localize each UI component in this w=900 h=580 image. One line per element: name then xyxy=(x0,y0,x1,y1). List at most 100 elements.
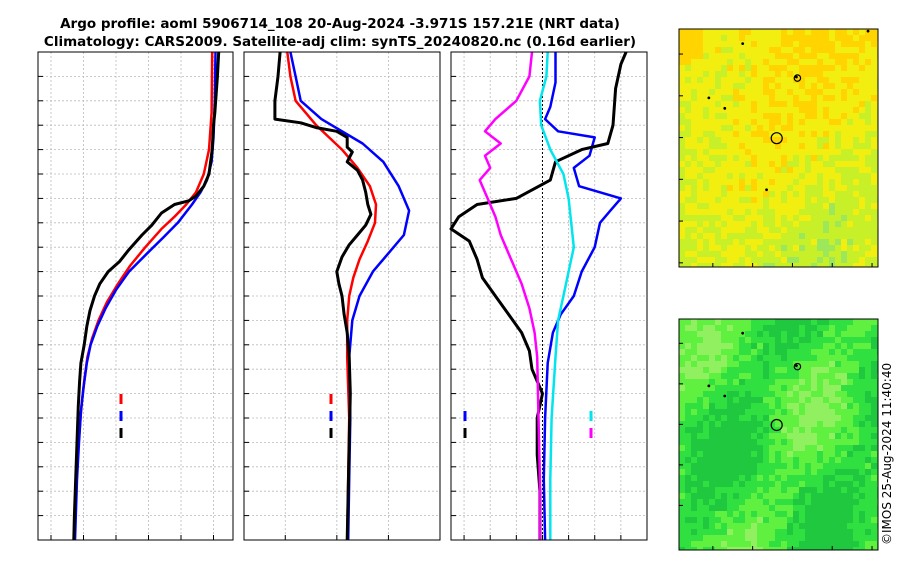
map-cell xyxy=(703,47,709,53)
map-cell xyxy=(811,191,817,197)
map-cell xyxy=(853,547,859,550)
map-cell xyxy=(811,107,817,113)
map-cell xyxy=(685,385,691,391)
map-cell xyxy=(817,487,823,493)
map-cell xyxy=(793,41,799,47)
map-cell xyxy=(823,41,829,47)
map-cell xyxy=(691,149,697,155)
map-cell xyxy=(679,173,685,179)
map-cell xyxy=(781,385,787,391)
map-cell xyxy=(751,529,757,535)
map-cell xyxy=(763,433,769,439)
map-cell xyxy=(823,373,829,379)
map-cell xyxy=(805,379,811,385)
map-cell xyxy=(679,179,685,185)
map-cell xyxy=(823,155,829,161)
map-cell xyxy=(745,481,751,487)
map-cell xyxy=(721,77,727,83)
map-cell xyxy=(835,457,841,463)
map-cell xyxy=(865,379,871,385)
map-cell xyxy=(829,59,835,65)
map-cell xyxy=(757,373,763,379)
map-cell xyxy=(733,185,739,191)
map-cell xyxy=(859,379,865,385)
map-cell xyxy=(871,379,877,385)
map-cell xyxy=(763,457,769,463)
map-cell xyxy=(811,245,817,251)
map-cell xyxy=(751,137,757,143)
map-cell xyxy=(799,439,805,445)
map-cell xyxy=(823,499,829,505)
map-cell xyxy=(865,137,871,143)
island-dot xyxy=(707,96,711,100)
map-cell xyxy=(697,83,703,89)
map-cell xyxy=(799,185,805,191)
map-cell xyxy=(799,475,805,481)
map-cell xyxy=(709,415,715,421)
map-cell xyxy=(805,47,811,53)
map-cell xyxy=(733,343,739,349)
map-cell xyxy=(763,203,769,209)
map-cell xyxy=(781,505,787,511)
map-cell xyxy=(691,391,697,397)
map-cell xyxy=(841,89,847,95)
map-cell xyxy=(703,463,709,469)
map-cell xyxy=(727,403,733,409)
map-cell xyxy=(709,331,715,337)
map-cell xyxy=(859,523,865,529)
map-cell xyxy=(769,325,775,331)
map-cell xyxy=(745,493,751,499)
map-cell xyxy=(835,131,841,137)
map-cell xyxy=(703,373,709,379)
map-cell xyxy=(841,517,847,523)
map-cell xyxy=(805,95,811,101)
map-cell xyxy=(793,131,799,137)
map-cell xyxy=(751,379,757,385)
map-cell xyxy=(775,451,781,457)
map-cell xyxy=(691,337,697,343)
map-cell xyxy=(763,493,769,499)
map-cell xyxy=(817,167,823,173)
map-cell xyxy=(787,197,793,203)
map-cell xyxy=(817,71,823,77)
map-cell xyxy=(685,161,691,167)
map-cell xyxy=(679,215,685,221)
map-cell xyxy=(799,367,805,373)
map-cell xyxy=(805,331,811,337)
map-cell xyxy=(739,71,745,77)
map-cell xyxy=(709,227,715,233)
map-cell xyxy=(745,29,751,35)
map-cell xyxy=(823,523,829,529)
map-cell xyxy=(739,155,745,161)
map-cell xyxy=(811,227,817,233)
map-cell xyxy=(757,511,763,517)
map-cell xyxy=(841,197,847,203)
island-marker xyxy=(793,74,802,82)
map-cell xyxy=(811,233,817,239)
map-cell xyxy=(847,107,853,113)
map-cell xyxy=(859,511,865,517)
map-cell xyxy=(679,349,685,355)
map-cell xyxy=(829,433,835,439)
map-cell xyxy=(823,487,829,493)
map-cell xyxy=(823,445,829,451)
map-cell xyxy=(823,113,829,119)
map-cell xyxy=(691,325,697,331)
map-cell xyxy=(859,547,865,550)
map-cell xyxy=(775,89,781,95)
map-cell xyxy=(685,101,691,107)
map-cell xyxy=(715,107,721,113)
map-cell xyxy=(799,325,805,331)
map-cell xyxy=(703,421,709,427)
map-cell xyxy=(811,349,817,355)
map-cell xyxy=(853,463,859,469)
map-cell xyxy=(805,517,811,523)
map-cell xyxy=(859,53,865,59)
map-cell xyxy=(715,463,721,469)
map-cell xyxy=(751,385,757,391)
map-cell xyxy=(679,463,685,469)
map-cell xyxy=(823,161,829,167)
map-cell xyxy=(835,83,841,89)
map-cell xyxy=(853,149,859,155)
map-cell xyxy=(775,233,781,239)
